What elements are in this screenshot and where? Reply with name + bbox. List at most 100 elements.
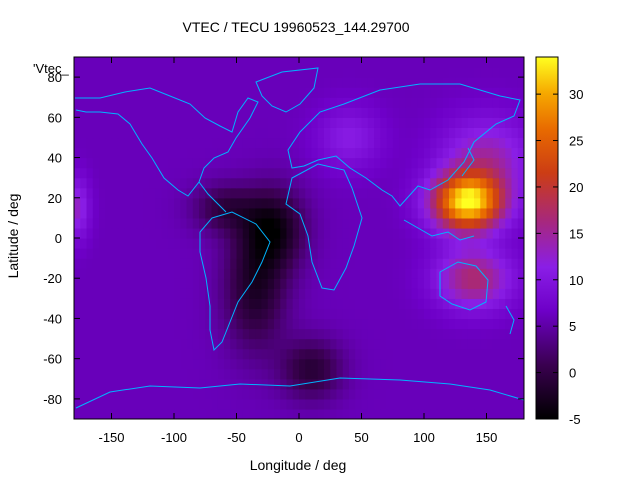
heatmap-cell [449, 308, 456, 320]
heatmap-cell [267, 358, 275, 370]
heatmap-cell [111, 338, 119, 350]
heatmap-cell [424, 328, 431, 340]
heatmap-cell [192, 388, 200, 400]
heatmap-cell [211, 398, 219, 410]
heatmap-cell [505, 298, 513, 309]
heatmap-cell [217, 238, 225, 249]
heatmap-cell [74, 288, 81, 299]
heatmap-cell [186, 368, 194, 380]
heatmap-cell [92, 107, 100, 118]
heatmap-cell [86, 308, 94, 320]
heatmap-cell [199, 278, 206, 289]
heatmap-cell [99, 378, 106, 390]
heatmap-cell [467, 67, 475, 78]
heatmap-cell [480, 107, 488, 118]
heatmap-cell [374, 308, 381, 320]
heatmap-cell [492, 398, 500, 410]
heatmap-cell [217, 328, 225, 340]
heatmap-cell [74, 207, 81, 219]
heatmap-cell [92, 67, 100, 78]
heatmap-cell [480, 338, 488, 350]
heatmap-cell [480, 87, 488, 98]
heatmap-cell [286, 408, 294, 419]
heatmap-cell [280, 127, 288, 139]
heatmap-cell [161, 408, 169, 419]
heatmap-cell [399, 147, 406, 159]
heatmap-cell [236, 177, 244, 189]
heatmap-cell [430, 67, 438, 78]
heatmap-cell [342, 167, 350, 179]
heatmap-cell [186, 398, 194, 410]
heatmap-cell [274, 248, 281, 259]
heatmap-cell [367, 278, 375, 289]
heatmap-cell [486, 97, 494, 108]
heatmap-cell [430, 268, 438, 279]
heatmap-cell [367, 318, 375, 330]
heatmap-cell [417, 187, 425, 199]
heatmap-cell [174, 408, 181, 419]
heatmap-cell [130, 217, 138, 229]
heatmap-cell [130, 57, 138, 68]
heatmap-cell [186, 167, 194, 179]
heatmap-cell [274, 368, 281, 380]
heatmap-cell [130, 197, 138, 209]
heatmap-cell [161, 107, 169, 118]
heatmap-cell [124, 368, 131, 380]
heatmap-cell [230, 57, 238, 68]
heatmap-cell [192, 268, 200, 279]
heatmap-cell [380, 87, 388, 98]
tick-label: 25 [569, 134, 583, 149]
heatmap-cell [367, 398, 375, 410]
heatmap-cell [105, 408, 113, 419]
heatmap-cell [99, 227, 106, 239]
heatmap-cell [386, 348, 394, 360]
heatmap-cell [417, 258, 425, 269]
heatmap-cell [411, 338, 419, 350]
x-axis-ticks: -150 -100 -50 0 50 100 150 [98, 57, 497, 445]
heatmap-cell [436, 358, 444, 370]
heatmap-cell [467, 77, 475, 88]
coastline-indonesia [403, 219, 475, 241]
heatmap-cell [242, 398, 250, 410]
heatmap-cell [492, 77, 500, 88]
heatmap-cell [105, 338, 113, 350]
heatmap-cell [99, 248, 106, 259]
heatmap-cell [474, 398, 481, 410]
heatmap-cell [342, 77, 350, 88]
heatmap-cell [286, 127, 294, 139]
heatmap-cell [174, 167, 181, 179]
heatmap-cell [86, 248, 94, 259]
heatmap-cell [261, 97, 269, 108]
heatmap-cell [149, 238, 156, 249]
heatmap-cell [449, 408, 456, 419]
heatmap-cell [461, 197, 469, 209]
heatmap-cell [236, 147, 244, 159]
heatmap-cell [505, 308, 513, 320]
heatmap-cell [455, 328, 463, 340]
heatmap-cell [211, 368, 219, 380]
heatmap-cell [105, 258, 113, 269]
heatmap-cell [424, 97, 431, 108]
heatmap-cell [180, 258, 188, 269]
heatmap-cell [399, 177, 406, 189]
heatmap-cell [174, 298, 181, 309]
heatmap-cell [105, 318, 113, 330]
heatmap-cell [124, 308, 131, 320]
heatmap-cell [449, 207, 456, 219]
tick-label: 20 [569, 180, 583, 195]
heatmap-cell [86, 217, 94, 229]
heatmap-cell [349, 187, 356, 199]
heatmap-cell [292, 107, 300, 118]
heatmap-cell [399, 207, 406, 219]
heatmap-cell [161, 388, 169, 400]
heatmap-cell [461, 147, 469, 159]
heatmap-cell [80, 57, 88, 68]
heatmap-cell [130, 278, 138, 289]
heatmap-cell [480, 258, 488, 269]
tick-label: -40 [43, 311, 62, 326]
heatmap-cell [511, 248, 519, 259]
heatmap-cell [336, 408, 344, 419]
heatmap-cell [499, 338, 506, 350]
heatmap-cell [342, 87, 350, 98]
heatmap-cell [380, 57, 388, 68]
